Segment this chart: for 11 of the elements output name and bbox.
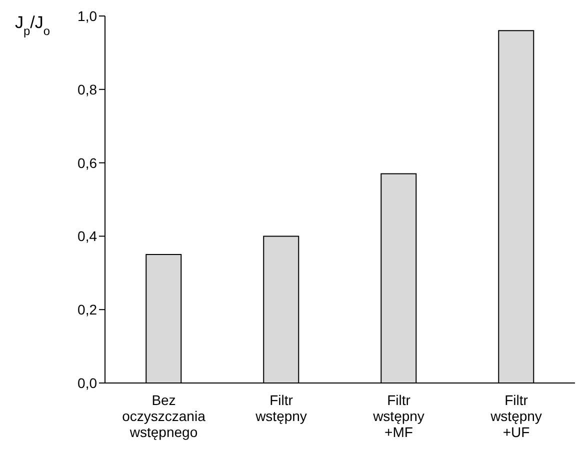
y-tick-label: 0,2 (78, 302, 98, 318)
x-tick-label: Filtr wstępny +MF (372, 392, 424, 440)
y-tick-label: 0,6 (78, 154, 98, 171)
y-tick-label: 0,0 (78, 374, 98, 391)
x-tick-label: Bez oczyszczania wstępnego (122, 392, 206, 440)
y-tick-label: 0,4 (78, 228, 98, 244)
x-tick-label: Filtr wstępny (254, 392, 307, 424)
y-axis-title: J$_{p}$/J$_{o}$ (15, 13, 50, 38)
x-tick-label: Filtr wstępny +UF (490, 392, 542, 440)
y-tick-label: 1,0 (78, 8, 98, 24)
y-tick-label: 0,8 (78, 81, 98, 98)
